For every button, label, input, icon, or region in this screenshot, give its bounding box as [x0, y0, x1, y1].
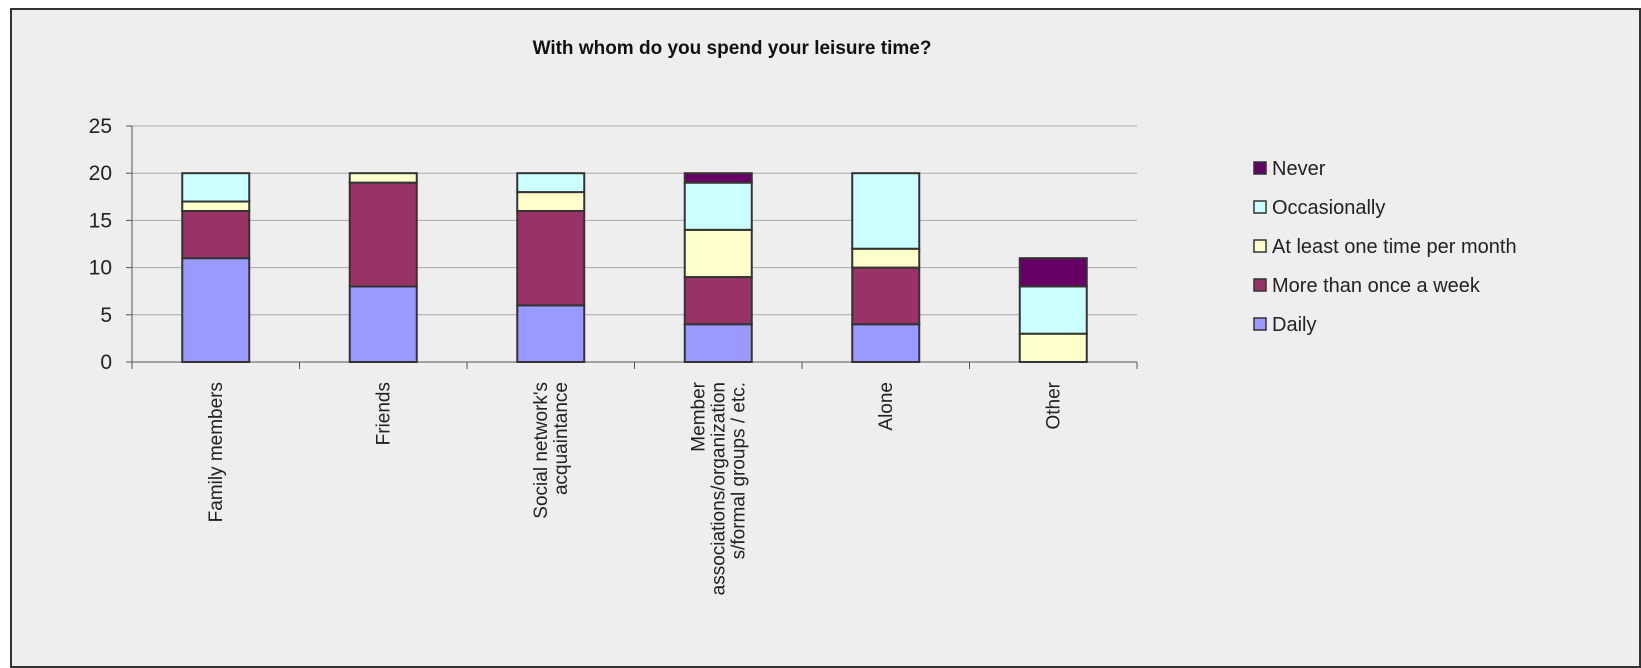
legend: Never Occasionally At least one time per m…: [1253, 158, 1517, 336]
bar-segment-daily: [683, 323, 753, 363]
bar-segment-occasionally: [851, 172, 921, 250]
bars: [181, 172, 1088, 364]
bar-segment-daily: [851, 323, 921, 363]
legend-swatch: [1253, 161, 1267, 175]
bar-segment-daily: [181, 257, 251, 363]
legend-label: Daily: [1272, 314, 1316, 336]
category-label: Family members: [206, 382, 227, 522]
category-label-line: acquaintance: [551, 382, 572, 495]
bar-segment-at-least-one-time-per-month: [348, 172, 418, 184]
category-label-line: s/formal groups / etc.: [728, 382, 749, 559]
category-label-line: Social network's: [531, 382, 552, 519]
axes: 0 5 10 15 20 25: [89, 115, 1138, 374]
legend-label: Never: [1272, 158, 1326, 180]
legend-swatch: [1253, 317, 1267, 331]
bar-segment-more-than-once-a-week: [683, 276, 753, 326]
legend-label: At least one time per month: [1272, 236, 1517, 258]
bar-segment-occasionally: [683, 181, 753, 231]
bar-segment-occasionally: [1018, 285, 1088, 335]
y-tick-label: 15: [89, 209, 112, 232]
legend-label: More than once a week: [1272, 275, 1481, 297]
y-tick-label: 0: [100, 351, 112, 374]
category-label: Social network's acquaintance: [531, 382, 572, 519]
legend-swatch: [1253, 278, 1267, 292]
bar-segment-never: [683, 172, 753, 184]
y-tick-label: 5: [100, 304, 112, 327]
category-label-line: associations/organization: [708, 382, 729, 595]
bar-segment-more-than-once-a-week: [181, 209, 251, 260]
category-label: Member associations/organization s/formal …: [688, 381, 749, 595]
category-label-line: Alone: [876, 382, 897, 431]
bar-segment-at-least-one-time-per-month: [1018, 332, 1088, 363]
bar-segment-at-least-one-time-per-month: [851, 247, 921, 269]
chart-frame: [10, 8, 1641, 668]
bar-segment-occasionally: [516, 172, 586, 194]
legend-swatch: [1253, 239, 1267, 253]
category-labels: Family members Friends Social network's acq…: [206, 381, 1065, 595]
category-label-line: Other: [1043, 381, 1064, 429]
y-tick-label: 10: [89, 257, 112, 280]
legend-label: Occasionally: [1272, 197, 1385, 219]
legend-swatch: [1253, 200, 1267, 214]
bar-segment-more-than-once-a-week: [348, 181, 418, 288]
bar-segment-never: [1018, 257, 1088, 288]
y-tick-label: 20: [89, 162, 112, 185]
bar-segment-more-than-once-a-week: [516, 209, 586, 307]
bar-segment-occasionally: [181, 172, 251, 203]
bar-segment-at-least-one-time-per-month: [181, 200, 251, 212]
category-label: Alone: [876, 382, 897, 431]
y-tick-label: 25: [89, 115, 112, 138]
chart-title: With whom do you spend your leisure time…: [533, 38, 932, 59]
category-label: Other: [1043, 381, 1064, 429]
bar-segment-daily: [516, 304, 586, 363]
gridlines: [132, 125, 1137, 316]
bar-segment-at-least-one-time-per-month: [683, 228, 753, 279]
bar-segment-at-least-one-time-per-month: [516, 191, 586, 212]
category-label-line: Family members: [206, 382, 227, 522]
category-label-line: Member: [688, 381, 709, 451]
category-label: Friends: [373, 382, 394, 445]
category-label-line: Friends: [373, 382, 394, 445]
bar-segment-daily: [348, 285, 418, 364]
bar-segment-more-than-once-a-week: [851, 266, 921, 326]
